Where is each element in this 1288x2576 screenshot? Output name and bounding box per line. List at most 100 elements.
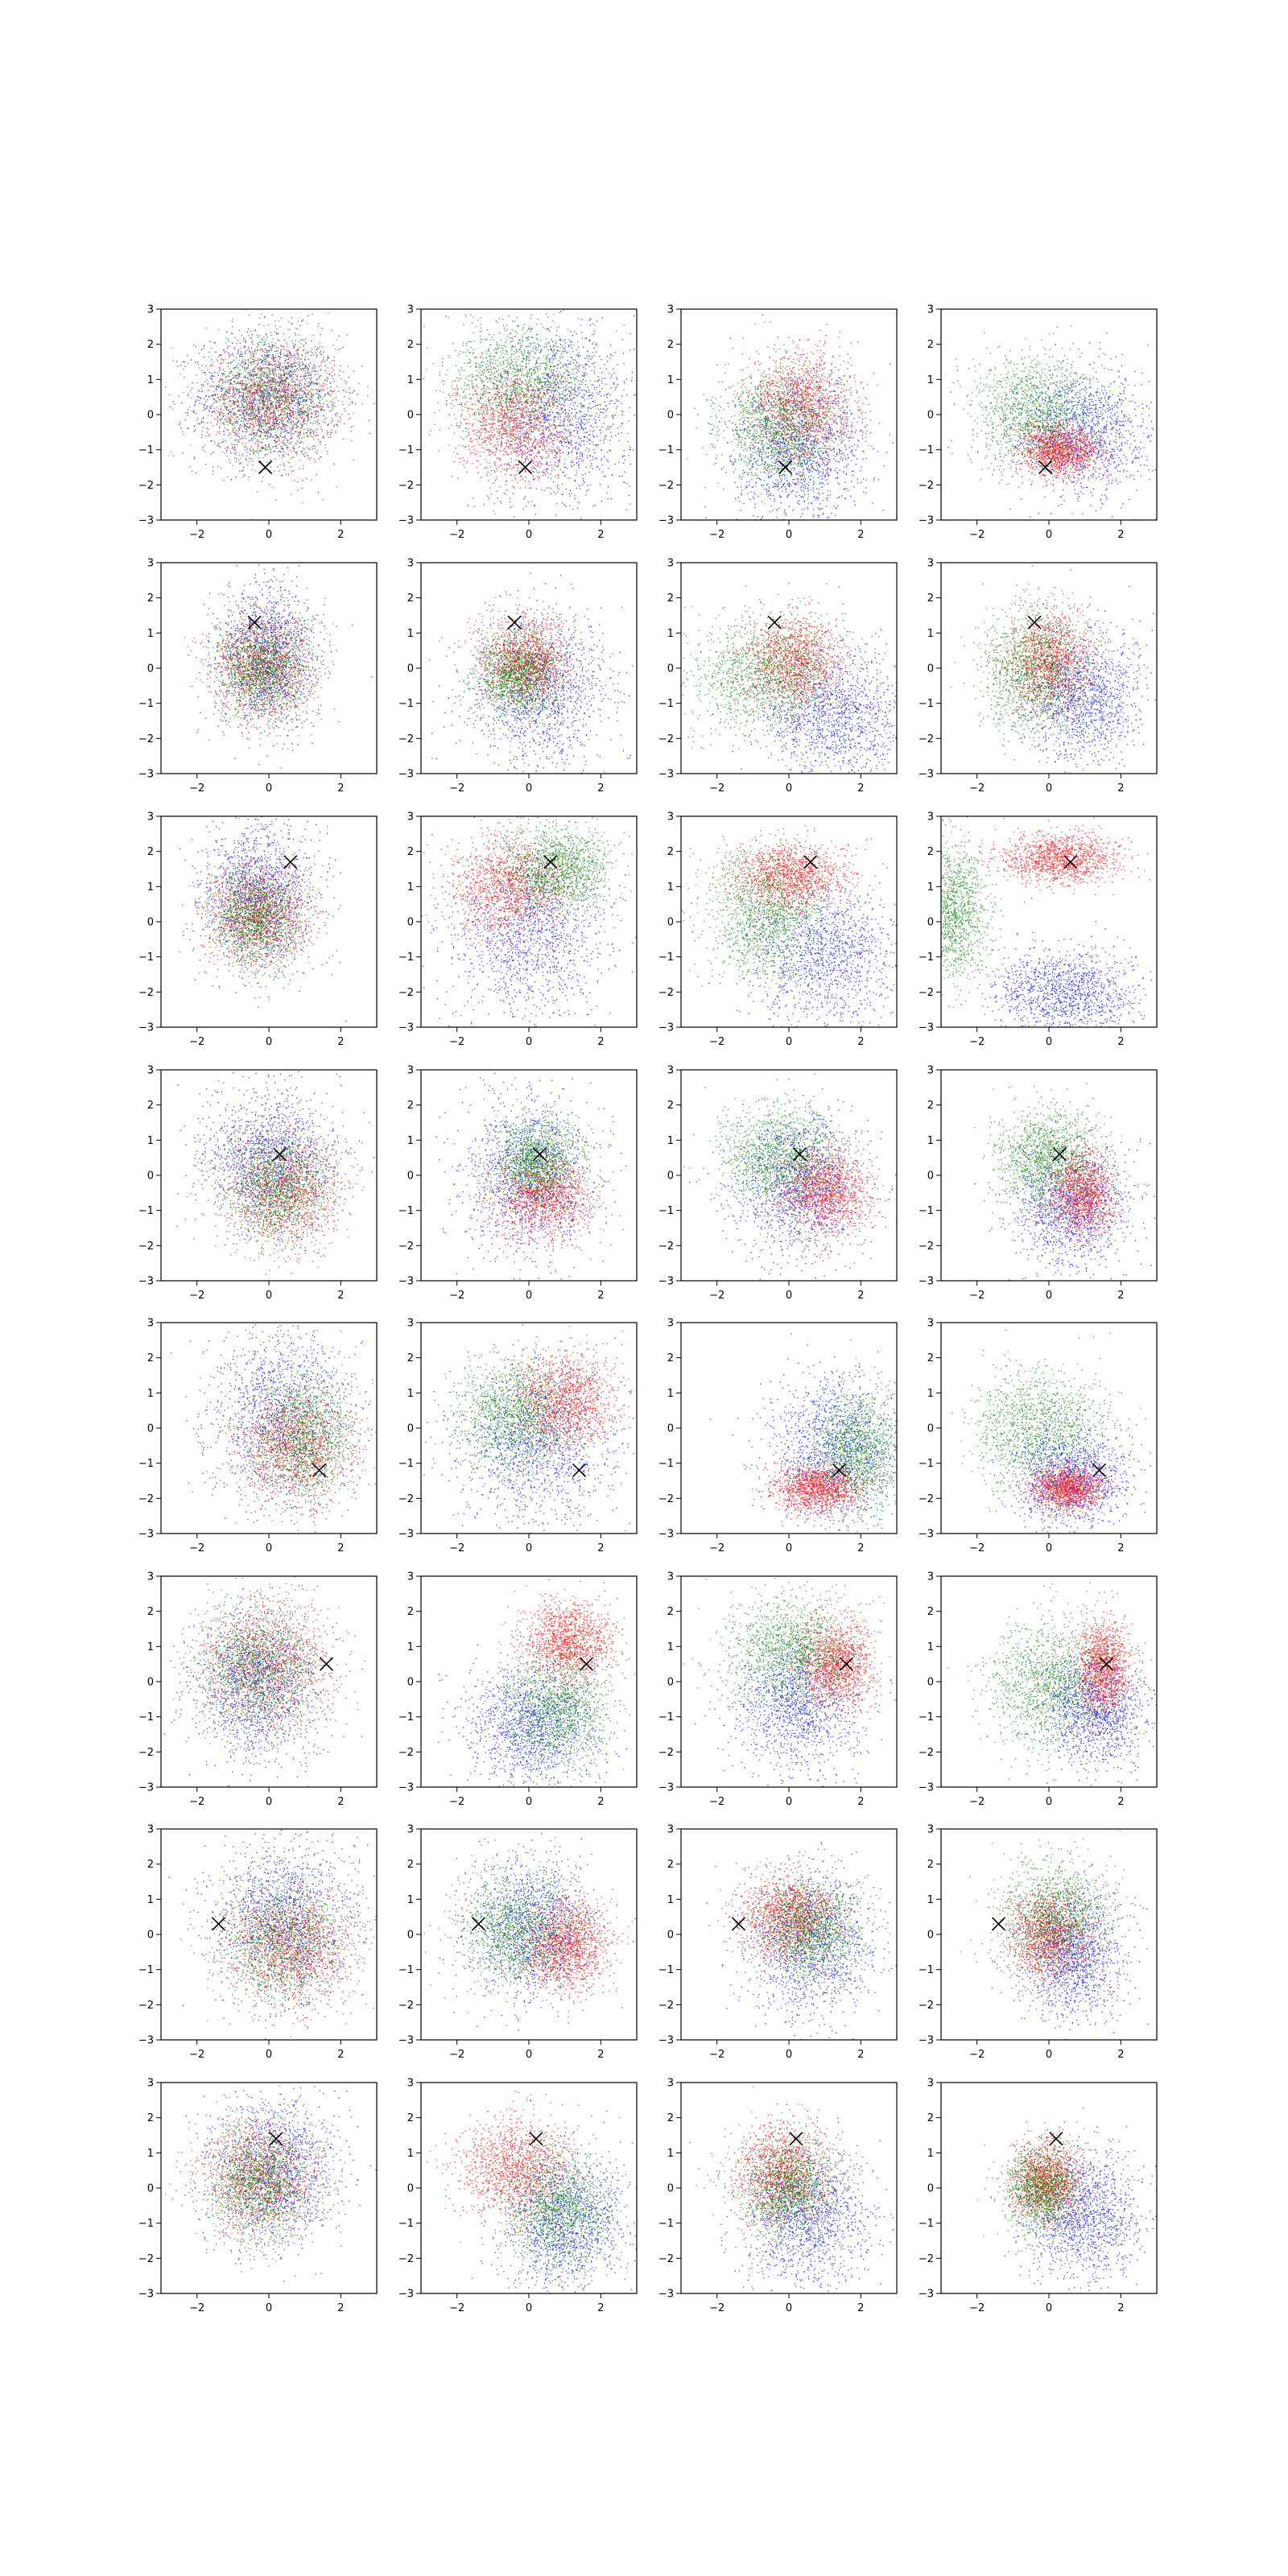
y-tick-label: −3: [398, 2035, 414, 2047]
subplot-r3-c4: −2 0 2 −3 −2 −1 0 1 2 3: [919, 811, 1158, 1048]
y-tick-label: 1: [667, 628, 674, 640]
y-tick-label: 1: [927, 1135, 934, 1147]
x-tick-label: 0: [526, 1796, 532, 1808]
x-tick-label: 2: [337, 782, 344, 795]
series-blue-points: [436, 1072, 627, 1280]
scatter-points: [709, 1333, 897, 1534]
series-blue-points: [437, 1624, 627, 1787]
y-tick-label: −1: [398, 444, 414, 456]
series-green-points: [974, 1083, 1123, 1235]
x-tick-label: 0: [786, 2302, 792, 2314]
y-tick-label: −3: [138, 2289, 154, 2301]
x-tick-label: −2: [709, 1796, 724, 1808]
series-green-points: [947, 1582, 1152, 1781]
series-green-points: [184, 1087, 351, 1281]
y-tick-label: 2: [407, 846, 414, 858]
series-blue-points: [163, 1585, 363, 1787]
subplot-r8-c4: −2 0 2 −3 −2 −1 0 1 2 3: [919, 2078, 1158, 2314]
series-green-points: [681, 828, 869, 1003]
y-tick-label: −3: [398, 1529, 414, 1541]
series-red-cloud: [165, 2096, 345, 2277]
y-tick-label: −2: [398, 2000, 414, 2012]
scatter-points: [976, 2107, 1157, 2291]
y-tick-label: 3: [407, 811, 414, 824]
y-tick-label: 1: [667, 1388, 674, 1400]
y-tick-label: −2: [658, 2253, 674, 2265]
y-tick-label: 0: [667, 1170, 674, 1183]
y-tick-label: −3: [138, 2035, 154, 2047]
y-tick-label: 3: [147, 1571, 154, 1583]
series-blue-points: [992, 1385, 1151, 1534]
y-tick-label: 1: [147, 2148, 154, 2160]
y-tick-label: 2: [407, 339, 414, 351]
y-tick-label: 2: [407, 1606, 414, 1618]
y-tick-label: 3: [667, 2078, 674, 2090]
x-marker: [1049, 2132, 1063, 2146]
series-red-points: [190, 1107, 370, 1281]
y-tick-label: 0: [147, 2183, 154, 2195]
x-tick-label: −2: [709, 2049, 724, 2061]
y-tick-label: −2: [658, 1747, 674, 1759]
y-tick-label: 1: [147, 628, 154, 640]
series-red-cloud: [973, 817, 1150, 903]
y-tick-label: 3: [147, 304, 154, 316]
y-tick-label: −1: [919, 952, 934, 964]
x-tick-label: 0: [786, 529, 792, 541]
series-blue-cloud: [1004, 2121, 1157, 2291]
series-blue-cloud: [948, 921, 1152, 1027]
x-marker: [839, 1657, 854, 1671]
x-tick-label: 2: [597, 782, 604, 795]
y-tick-label: −2: [919, 987, 934, 999]
y-tick-label: −1: [398, 698, 414, 710]
y-tick-label: 3: [667, 558, 674, 570]
x-marker: [1027, 615, 1042, 630]
series-green-cloud: [774, 1357, 897, 1533]
y-tick-label: 1: [407, 1135, 414, 1147]
y-tick-label: 3: [407, 304, 414, 316]
x-tick-label: 0: [266, 1290, 272, 1302]
y-tick-label: 0: [407, 410, 414, 422]
y-tick-label: −3: [919, 1276, 934, 1288]
y-tick-label: −2: [919, 2253, 934, 2265]
y-tick-label: −1: [658, 1964, 674, 1976]
series-green-cloud: [184, 1087, 351, 1281]
x-tick-label: 2: [1117, 529, 1124, 541]
x-tick-label: 2: [597, 1290, 604, 1302]
x-tick-label: 0: [266, 529, 272, 541]
scatter-points: [689, 2086, 894, 2292]
x-tick-label: 2: [337, 2302, 344, 2314]
y-tick-label: 2: [147, 846, 154, 858]
scatter-points: [436, 1072, 627, 1280]
y-tick-label: 0: [667, 1423, 674, 1435]
x-tick-label: 2: [1117, 1290, 1124, 1302]
y-tick-label: −1: [658, 698, 674, 710]
series-blue-points: [431, 572, 634, 774]
y-tick-label: 2: [147, 2112, 154, 2124]
subplot-r1-c3: −2 0 2 −3 −2 −1 0 1 2 3: [658, 304, 898, 541]
y-tick-label: −1: [398, 2218, 414, 2230]
series-green-points: [732, 1852, 891, 2005]
y-tick-label: 2: [927, 1606, 934, 1618]
y-tick-label: −2: [919, 1493, 934, 1505]
y-tick-label: 1: [407, 2148, 414, 2160]
y-tick-label: 0: [407, 1677, 414, 1689]
y-tick-label: −2: [398, 1747, 414, 1759]
x-tick-label: −2: [449, 1036, 464, 1048]
x-tick-label: −2: [709, 2302, 724, 2314]
subplot-r8-c1: −2 0 2 −3 −2 −1 0 1 2 3: [138, 2078, 378, 2314]
series-blue-cloud: [436, 1072, 627, 1280]
x-tick-label: 0: [526, 2049, 532, 2061]
x-tick-label: 0: [1046, 2049, 1052, 2061]
x-tick-label: 0: [786, 782, 792, 795]
y-tick-label: 0: [407, 663, 414, 675]
y-tick-label: −2: [919, 2000, 934, 2012]
x-marker: [1063, 855, 1078, 869]
y-tick-label: −1: [658, 2218, 674, 2230]
series-red-cloud: [985, 2107, 1103, 2252]
x-tick-label: −2: [709, 1036, 724, 1048]
x-marker: [1052, 1147, 1067, 1162]
y-tick-label: 3: [667, 811, 674, 824]
x-tick-label: 0: [786, 1036, 792, 1048]
y-tick-label: 3: [147, 1065, 154, 1077]
